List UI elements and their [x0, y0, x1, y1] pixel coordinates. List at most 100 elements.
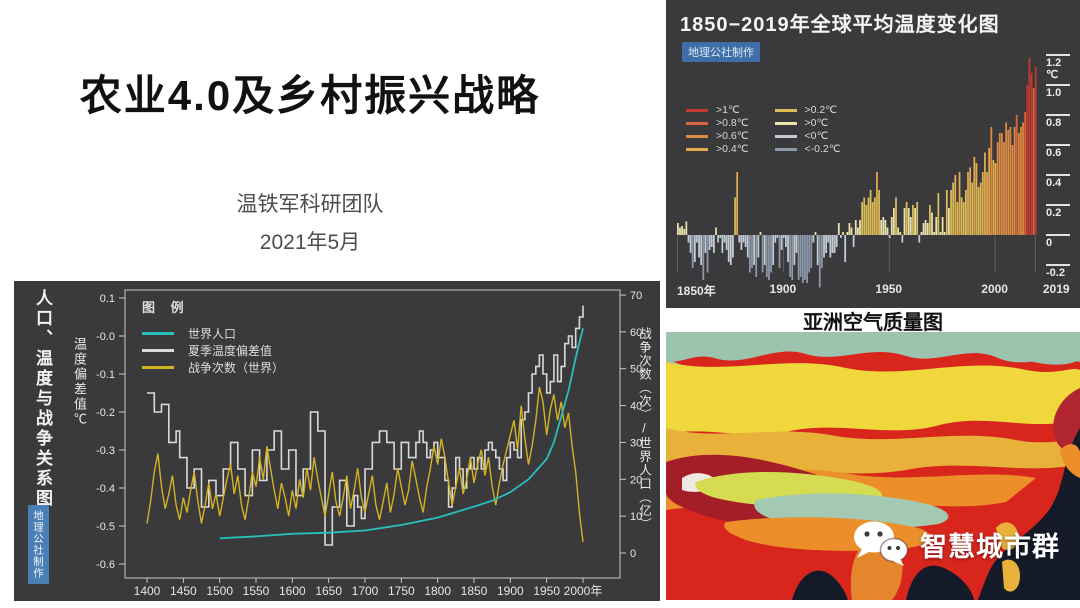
- svg-text:1600: 1600: [279, 584, 306, 598]
- legend-label: <0℃: [804, 130, 829, 142]
- legend-label: <-0.2℃: [804, 143, 841, 155]
- temp-legend-item: <0℃: [774, 130, 841, 142]
- title-block: 农业4.0及乡村振兴战略 温铁军科研团队 2021年5月: [0, 0, 660, 280]
- war-legend-item: 夏季温度偏差值: [142, 342, 284, 359]
- war-chart-legend: 图 例 世界人口夏季温度偏差值 战争次数（世界）: [142, 297, 284, 376]
- temp-legend-item: <-0.2℃: [774, 143, 841, 155]
- temp-chart-y-axis: 1.2 ℃ 1.0 0.8 0.6 0.4 0.2 0 -0.2: [1046, 0, 1076, 310]
- map-canvas: [666, 332, 1080, 600]
- war-chart-legend-title: 图 例: [142, 300, 190, 315]
- temp-legend-item: >0.4℃: [686, 143, 749, 155]
- temp-y-tick: 0: [1046, 234, 1070, 249]
- svg-text:10: 10: [630, 511, 642, 523]
- svg-text:1750: 1750: [388, 584, 415, 598]
- legend-swatch: [686, 121, 708, 125]
- temp-legend-item: >1℃: [686, 104, 749, 116]
- svg-text:2000年: 2000年: [564, 584, 603, 598]
- svg-text:1400: 1400: [134, 584, 161, 598]
- war-chart-right-axis-label: 战争次数（次）/世界人口（亿）: [637, 327, 651, 531]
- legend-swatch: [686, 108, 708, 112]
- war-legend-item: 战争次数（世界）: [142, 359, 284, 376]
- svg-text:30: 30: [630, 437, 642, 449]
- svg-text:-0.2: -0.2: [96, 407, 115, 419]
- temp-x-tick: 2019: [1042, 282, 1070, 296]
- temp-chart-x-axis: 1850年 1900 1950 2000 2019: [666, 0, 1080, 310]
- page-title: 农业4.0及乡村振兴战略: [79, 72, 541, 119]
- war-chart-canvas: 0.1 -0.0 -0.1 -0.2 -0.3 -0.4 -0.5 -0.6 70 60 50 40 3…: [96, 289, 642, 598]
- war-chart-left-axis-label: 温度偏差值℃: [72, 337, 87, 427]
- legend-swatch: [142, 366, 174, 369]
- war-chart-side-title: 人口、温度与战争关系图: [33, 289, 52, 509]
- svg-text:0: 0: [630, 548, 636, 560]
- svg-text:20: 20: [630, 474, 642, 486]
- temp-y-tick: -0.2: [1046, 264, 1070, 279]
- temp-x-tick: 1950: [875, 282, 903, 296]
- watermark-text: 智慧城市群: [920, 531, 1060, 562]
- map-title: 亚洲空气质量图: [803, 311, 943, 334]
- subtitle-team: 温铁军科研团队: [236, 193, 384, 216]
- svg-text:50: 50: [630, 364, 642, 376]
- legend-label: >1℃: [716, 104, 740, 116]
- temp-legend-item: >0.2℃: [774, 104, 841, 116]
- temp-x-tick: 2000: [981, 282, 1008, 296]
- legend-swatch: [686, 147, 708, 151]
- legend-swatch: [774, 108, 797, 112]
- temp-chart-title: 1850−2019年全球平均温度变化图: [680, 14, 1000, 36]
- temp-y-tick: 0.2: [1046, 204, 1070, 219]
- temp-legend-item: >0.6℃: [686, 130, 749, 142]
- temp-legend-item: >0℃: [774, 117, 841, 129]
- svg-text:-0.1: -0.1: [96, 369, 115, 381]
- legend-swatch: [774, 134, 797, 138]
- population-temperature-war-chart: 0.1 -0.0 -0.1 -0.2 -0.3 -0.4 -0.5 -0.6 70 60 50 40 3…: [14, 281, 660, 601]
- svg-text:60: 60: [630, 327, 642, 339]
- svg-text:1950: 1950: [533, 584, 560, 598]
- legend-label: >0.4℃: [716, 143, 749, 155]
- svg-text:1850: 1850: [461, 584, 488, 598]
- temp-y-tick: 0.6: [1046, 144, 1070, 159]
- legend-swatch: [774, 147, 797, 151]
- global-temperature-chart: 1850−2019年全球平均温度变化图 地理公社制作 >1℃ >0.8℃ >0.6℃…: [666, 0, 1080, 310]
- svg-text:0.1: 0.1: [100, 293, 115, 305]
- legend-label: >0.8℃: [716, 117, 749, 129]
- temp-chart-badge: 地理公社制作: [682, 42, 760, 62]
- svg-text:1900: 1900: [497, 584, 524, 598]
- svg-text:-0.6: -0.6: [96, 559, 115, 571]
- map-title-band: 亚洲空气质量图: [666, 308, 1080, 334]
- temp-y-tick: 0.4: [1046, 174, 1070, 189]
- temp-y-tick: 1.2 ℃: [1046, 54, 1070, 81]
- svg-text:-0.3: -0.3: [96, 445, 115, 457]
- asia-air-quality-map: [666, 332, 1080, 600]
- legend-label: 世界人口: [188, 327, 237, 341]
- svg-text:1800: 1800: [424, 584, 451, 598]
- svg-text:1700: 1700: [352, 584, 379, 598]
- subtitle-date: 2021年5月: [259, 231, 361, 254]
- legend-swatch: [142, 332, 174, 335]
- legend-label: >0℃: [804, 117, 829, 129]
- legend-swatch: [686, 134, 708, 138]
- legend-label: 战争次数（世界）: [188, 361, 285, 375]
- temp-legend-item: >0.8℃: [686, 117, 749, 129]
- svg-text:1650: 1650: [315, 584, 342, 598]
- svg-text:-0.4: -0.4: [96, 483, 115, 495]
- temp-chart-canvas: [677, 58, 1037, 288]
- legend-label: >0.6℃: [716, 130, 749, 142]
- legend-swatch: [774, 121, 797, 125]
- war-legend-item: 世界人口: [142, 325, 284, 342]
- svg-text:-0.5: -0.5: [96, 521, 115, 533]
- war-chart-badge: 地理公社制作: [28, 505, 49, 584]
- watermark: 智慧城市群: [852, 520, 1060, 568]
- svg-text:70: 70: [630, 290, 642, 302]
- legend-label: 夏季温度偏差值: [188, 344, 273, 358]
- legend-swatch: [142, 349, 174, 352]
- temp-x-tick: 1850年: [677, 284, 716, 298]
- wechat-icon: [854, 521, 909, 566]
- svg-text:-0.0: -0.0: [96, 331, 115, 343]
- temp-y-tick: 1.0: [1046, 84, 1070, 99]
- svg-text:1450: 1450: [170, 584, 197, 598]
- svg-text:40: 40: [630, 401, 642, 413]
- temp-y-tick: 0.8: [1046, 114, 1070, 129]
- legend-label: >0.2℃: [804, 104, 838, 116]
- svg-text:1500: 1500: [206, 584, 233, 598]
- temp-x-tick: 1900: [769, 282, 797, 296]
